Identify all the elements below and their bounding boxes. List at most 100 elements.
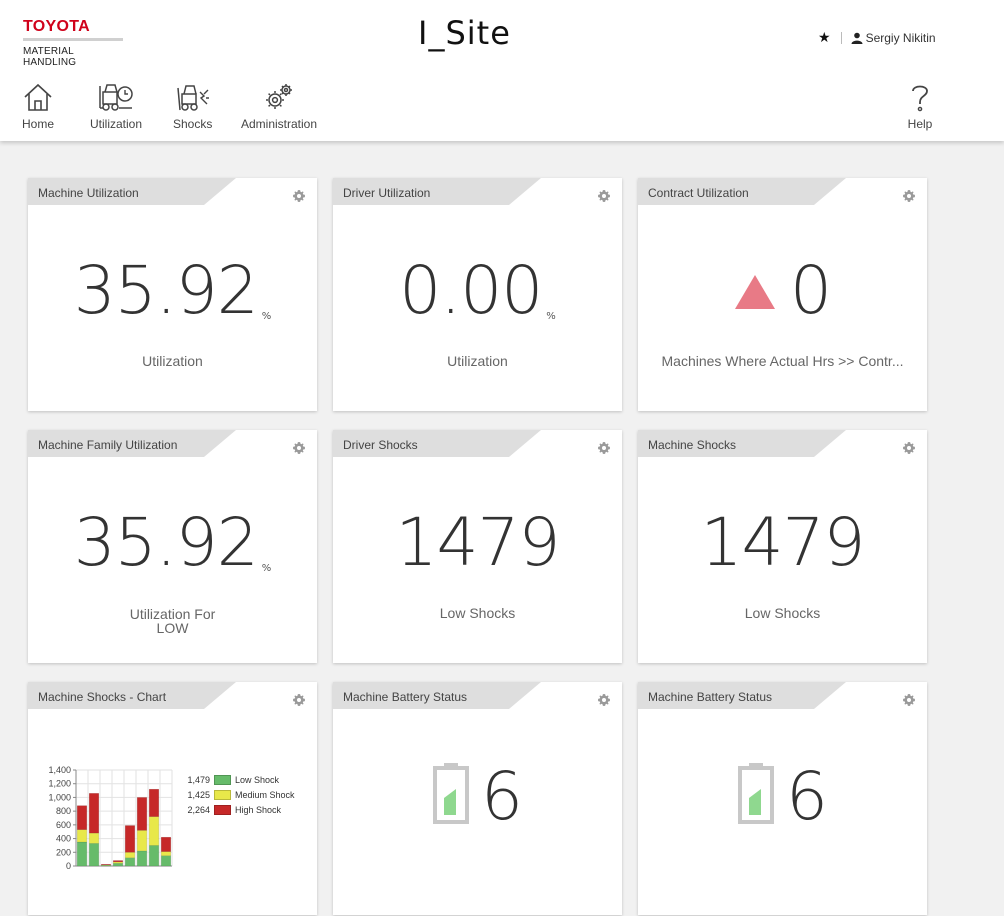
nav-help[interactable]: Help bbox=[907, 82, 933, 131]
bar-segment[interactable] bbox=[112, 860, 124, 863]
nav-shocks-label: Shocks bbox=[173, 117, 213, 131]
bar-segment[interactable] bbox=[124, 825, 136, 853]
card-title: Machine Shocks - Chart bbox=[38, 690, 167, 704]
bar-segment[interactable] bbox=[112, 863, 124, 867]
y-tick-label: 800 bbox=[56, 806, 71, 816]
legend-label: Low Shock bbox=[235, 774, 280, 785]
legend-label: High Shock bbox=[235, 804, 282, 815]
question-icon bbox=[912, 85, 928, 112]
gear-icon[interactable] bbox=[597, 693, 611, 707]
star-icon[interactable]: ★ bbox=[818, 30, 831, 46]
metric-row: 1479 bbox=[333, 510, 622, 576]
warning-triangle-icon bbox=[735, 275, 775, 309]
legend-item[interactable]: 1,425 Medium Shock bbox=[183, 787, 295, 802]
legend-value: 1,479 bbox=[187, 774, 210, 785]
legend-swatch bbox=[214, 789, 231, 800]
card-title: Contract Utilization bbox=[648, 186, 749, 200]
bar-segment[interactable] bbox=[136, 797, 148, 831]
bar-segment[interactable] bbox=[136, 850, 148, 867]
driver-utilization-card: Driver Utilization 0.00 % Utilization bbox=[333, 178, 622, 411]
main-nav: Home Utilization bbox=[0, 82, 1004, 138]
bar-segment[interactable] bbox=[160, 855, 172, 867]
y-tick-label: 200 bbox=[56, 847, 71, 857]
bar-segment[interactable] bbox=[76, 841, 88, 867]
metric-label: Low Shocks bbox=[439, 606, 516, 620]
bar-segment[interactable] bbox=[160, 851, 172, 856]
nav-utilization-label: Utilization bbox=[90, 117, 143, 131]
machine-family-utilization-card: Machine Family Utilization 35.92 % Utili… bbox=[28, 430, 317, 663]
bar-segment[interactable] bbox=[100, 864, 112, 866]
user-name-link[interactable]: Sergiy Nikitin bbox=[865, 31, 936, 45]
driver-shocks-card: Driver Shocks 1479 Low Shocks bbox=[333, 430, 622, 663]
gear-icon[interactable] bbox=[597, 189, 611, 203]
bar-segment[interactable] bbox=[76, 805, 88, 830]
bar-segment[interactable] bbox=[124, 852, 136, 859]
nav-home[interactable]: Home bbox=[22, 82, 54, 131]
y-tick-label: 400 bbox=[56, 834, 71, 844]
toyota-logo[interactable]: TOYOTA MATERIAL HANDLING bbox=[23, 18, 123, 68]
metric-row: 6 bbox=[333, 762, 622, 830]
machine-shocks-card: Machine Shocks 1479 Low Shocks bbox=[638, 430, 927, 663]
metric-row: 6 bbox=[638, 762, 927, 830]
metric-label: Machines Where Actual Hrs >> Contr... bbox=[661, 354, 904, 368]
gears-icon bbox=[266, 84, 293, 109]
metric-value: 35.92 bbox=[73, 252, 259, 329]
brand-divider bbox=[23, 38, 123, 41]
gear-icon[interactable] bbox=[597, 441, 611, 455]
bar-segment[interactable] bbox=[88, 793, 100, 834]
bar-segment[interactable] bbox=[148, 788, 160, 817]
nav-home-label: Home bbox=[22, 117, 55, 131]
y-tick-label: 1,000 bbox=[48, 792, 71, 802]
bar-segment[interactable] bbox=[148, 845, 160, 867]
metric-unit: % bbox=[546, 311, 556, 322]
metric-value: 1479 bbox=[395, 504, 561, 581]
card-header bbox=[638, 430, 846, 457]
card-title: Machine Family Utilization bbox=[38, 438, 178, 452]
nav-utilization[interactable]: Utilization bbox=[90, 82, 142, 131]
bar-segment[interactable] bbox=[124, 857, 136, 867]
gear-icon[interactable] bbox=[902, 693, 916, 707]
nav-administration-label: Administration bbox=[241, 117, 318, 131]
nav-shocks[interactable]: Shocks bbox=[173, 82, 212, 131]
app-title: I_Site bbox=[418, 14, 511, 52]
card-title: Machine Shocks bbox=[648, 438, 737, 452]
gear-icon[interactable] bbox=[902, 441, 916, 455]
battery-icon bbox=[738, 763, 774, 824]
gear-icon[interactable] bbox=[292, 693, 306, 707]
battery-icon bbox=[433, 763, 469, 824]
metric-value: 35.92 bbox=[73, 504, 259, 581]
machine-utilization-card: Machine Utilization 35.92 % Utilization bbox=[28, 178, 317, 411]
legend-item[interactable]: 1,479 Low Shock bbox=[183, 772, 295, 787]
metric-row: 0 bbox=[638, 258, 927, 324]
card-header bbox=[28, 178, 236, 205]
card-header bbox=[28, 430, 236, 457]
bar-segment[interactable] bbox=[136, 830, 148, 852]
bar-segment[interactable] bbox=[88, 832, 100, 844]
gear-icon[interactable] bbox=[292, 189, 306, 203]
forklift-shock-icon bbox=[176, 85, 209, 111]
bar-segment[interactable] bbox=[148, 816, 160, 846]
legend-item[interactable]: 2,264 High Shock bbox=[183, 802, 295, 817]
bar-segment[interactable] bbox=[160, 836, 172, 852]
metric-row: 35.92 % bbox=[28, 510, 317, 576]
gear-icon[interactable] bbox=[292, 441, 306, 455]
shocks-chart-svg: 0 200 400 600 800 1,000 1,200 1,400 bbox=[48, 765, 173, 871]
nav-administration[interactable]: Administration bbox=[241, 82, 317, 131]
y-tick-label: 0 bbox=[66, 861, 71, 871]
legend-label: Medium Shock bbox=[235, 789, 295, 800]
card-title: Machine Battery Status bbox=[343, 690, 468, 704]
shocks-chart[interactable]: 0 200 400 600 800 1,000 1,200 1,400 1,479 Low Sh… bbox=[42, 764, 312, 874]
bar-segment[interactable] bbox=[88, 843, 100, 867]
metric-unit: % bbox=[261, 311, 272, 322]
chart-legend: 1,479 Low Shock 1,425 Medium Shock 2,264 High… bbox=[183, 772, 295, 817]
legend-swatch bbox=[214, 804, 231, 815]
gear-icon[interactable] bbox=[902, 189, 916, 203]
divider bbox=[840, 32, 842, 44]
legend-value: 2,264 bbox=[187, 804, 210, 815]
metric-label: Utilization bbox=[142, 354, 203, 368]
bar-segment[interactable] bbox=[76, 829, 88, 843]
card-header bbox=[333, 682, 541, 709]
legend-value: 1,425 bbox=[187, 789, 210, 800]
forklift-clock-icon bbox=[99, 84, 133, 111]
user-icon bbox=[851, 32, 863, 44]
